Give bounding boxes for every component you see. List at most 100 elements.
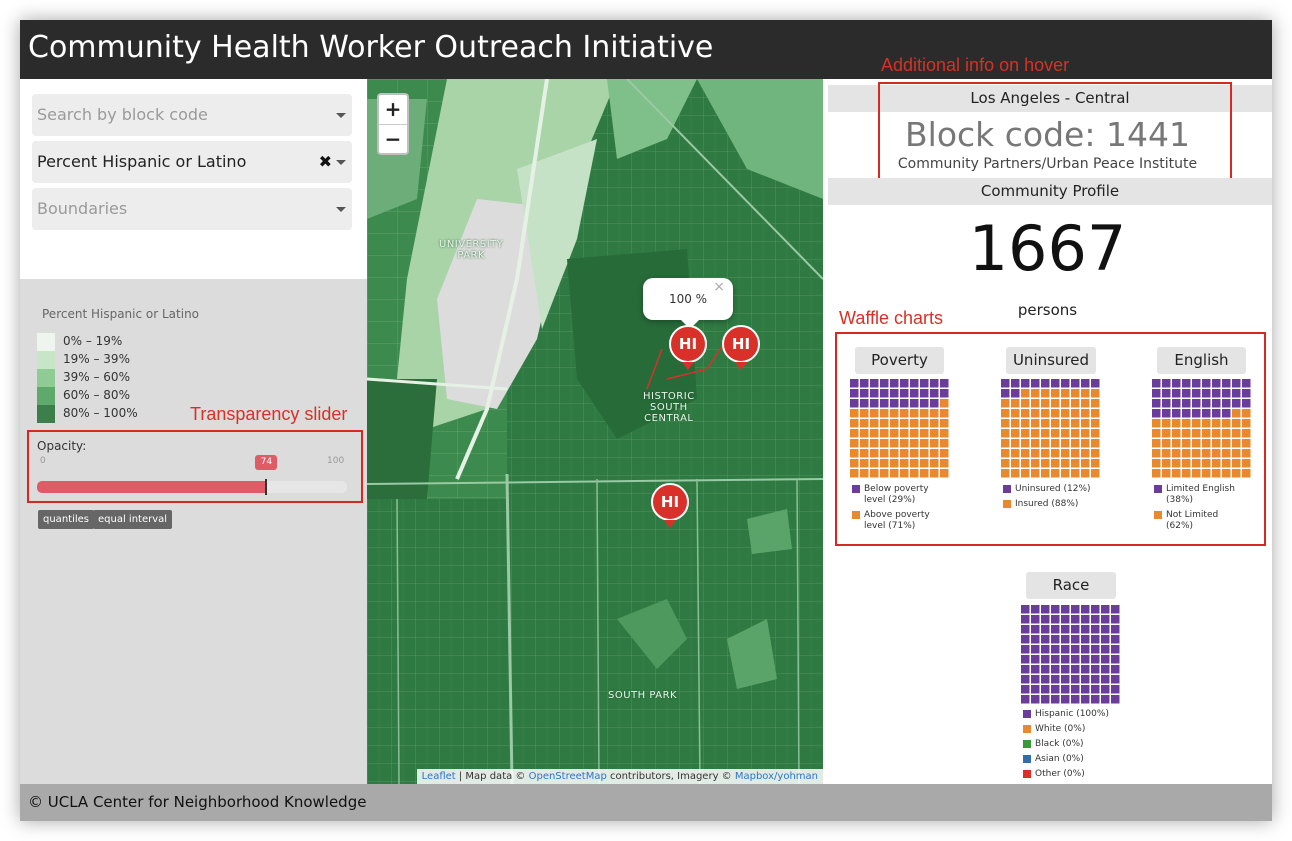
zoom-in-button[interactable]: + (384, 97, 402, 121)
waffle-cell (1031, 389, 1040, 398)
waffle-cell (1081, 605, 1090, 614)
waffle-cell (1081, 695, 1090, 704)
waffle-cell (1021, 695, 1030, 704)
waffle-cell (1091, 439, 1100, 448)
waffle-cell (920, 419, 929, 428)
waffle-cell (1152, 419, 1161, 428)
clear-icon[interactable]: ✖ (318, 152, 332, 171)
waffle-cell (1192, 449, 1201, 458)
waffle-cell (1192, 469, 1201, 478)
waffle-cell (890, 379, 899, 388)
slider-handle[interactable] (265, 479, 268, 495)
waffle-cell (1101, 695, 1110, 704)
chevron-down-icon[interactable] (336, 113, 346, 118)
waffle-cell (940, 409, 949, 418)
waffle-cell (1081, 665, 1090, 674)
variable-select[interactable]: Percent Hispanic or Latino ✖ (32, 141, 352, 183)
waffle-cell (1081, 409, 1090, 418)
map-marker[interactable]: HI (669, 325, 707, 370)
boundaries-select[interactable]: Boundaries (32, 188, 352, 230)
map-label-south-park: SOUTH PARK (608, 690, 678, 701)
waffle-cell (1041, 429, 1050, 438)
waffle-cell (1051, 389, 1060, 398)
waffle-cell (1212, 429, 1221, 438)
waffle-cell (1182, 389, 1191, 398)
waffle-cell (1061, 459, 1070, 468)
waffle-cell (1212, 379, 1221, 388)
annotation-waffle: Waffle charts (839, 308, 944, 328)
legend-label: Black (0%) (1035, 739, 1084, 749)
search-block-code-select[interactable]: Search by block code (32, 94, 352, 136)
zoom-out-button[interactable]: − (384, 127, 402, 151)
waffle-cell (1061, 399, 1070, 408)
waffle-cell (1041, 655, 1050, 664)
waffle-cell (1041, 615, 1050, 624)
waffle-cell (1081, 625, 1090, 634)
waffle-cell (940, 449, 949, 458)
waffle-cell (1071, 469, 1080, 478)
waffle-cell (850, 439, 859, 448)
map-label-university-park: UNIVERSITY PARK (439, 239, 504, 261)
waffle-cell (1111, 645, 1120, 654)
chevron-down-icon[interactable] (336, 207, 346, 212)
waffle-cell (1232, 409, 1241, 418)
waffle-cell (1202, 429, 1211, 438)
waffle-cell (900, 439, 909, 448)
waffle-cell (1152, 439, 1161, 448)
equal-interval-button[interactable]: equal interval (93, 510, 173, 529)
waffle-cell (890, 399, 899, 408)
map-marker[interactable]: HI (722, 325, 760, 370)
waffle-cell (1212, 409, 1221, 418)
map-marker[interactable]: HI (651, 483, 689, 528)
waffle-cell (1091, 635, 1100, 644)
waffle-cell (890, 389, 899, 398)
waffle-cell (890, 419, 899, 428)
legend-label: Asian (0%) (1035, 754, 1084, 764)
waffle-cell (1081, 389, 1090, 398)
waffle-cell (1041, 439, 1050, 448)
waffle-cell (1031, 695, 1040, 704)
waffle-cell (1111, 655, 1120, 664)
map-popup: 100 % × (643, 278, 733, 329)
legend-item: Not Limited (62%) (1154, 510, 1226, 532)
region-header: Los Angeles - Central (828, 85, 1272, 112)
waffle-cell (1021, 449, 1030, 458)
waffle-cell (1101, 635, 1110, 644)
waffle-cell (1041, 645, 1050, 654)
opacity-slider[interactable] (37, 479, 347, 495)
waffle-cell (1091, 675, 1100, 684)
waffle-cell (880, 469, 889, 478)
waffle-cell (1182, 449, 1191, 458)
waffle-cell (910, 399, 919, 408)
waffle-cell (1081, 655, 1090, 664)
map[interactable]: + − UNIVERSITY PARK HISTORIC SOUTH CENTR… (367, 79, 823, 784)
waffle-cell (920, 459, 929, 468)
waffle-cell (1011, 389, 1020, 398)
waffle-cell (1222, 399, 1231, 408)
waffle-cell (1182, 409, 1191, 418)
waffle-cell (1162, 419, 1171, 428)
waffle-cell (1021, 665, 1030, 674)
waffle-cell (1031, 675, 1040, 684)
waffle-cell (1091, 615, 1100, 624)
close-icon[interactable]: × (713, 279, 725, 295)
waffle-cell (910, 389, 919, 398)
waffle-cell (900, 409, 909, 418)
waffle-cell (1031, 665, 1040, 674)
waffle-cell (880, 429, 889, 438)
waffle-cell (850, 429, 859, 438)
waffle-cell (910, 419, 919, 428)
leaflet-link[interactable]: Leaflet (421, 771, 456, 782)
waffle-cell (1041, 459, 1050, 468)
waffle-cell (1031, 469, 1040, 478)
waffle-cell (930, 409, 939, 418)
waffle-cell (930, 439, 939, 448)
mapbox-link[interactable]: Mapbox/yohman (734, 771, 818, 782)
quantiles-button[interactable]: quantiles (38, 510, 94, 529)
waffle-cell (860, 439, 869, 448)
osm-link[interactable]: OpenStreetMap (528, 771, 607, 782)
waffle-cell (1051, 429, 1060, 438)
waffle-cell (1021, 625, 1030, 634)
chevron-down-icon[interactable] (336, 160, 346, 165)
waffle-cell (1061, 429, 1070, 438)
